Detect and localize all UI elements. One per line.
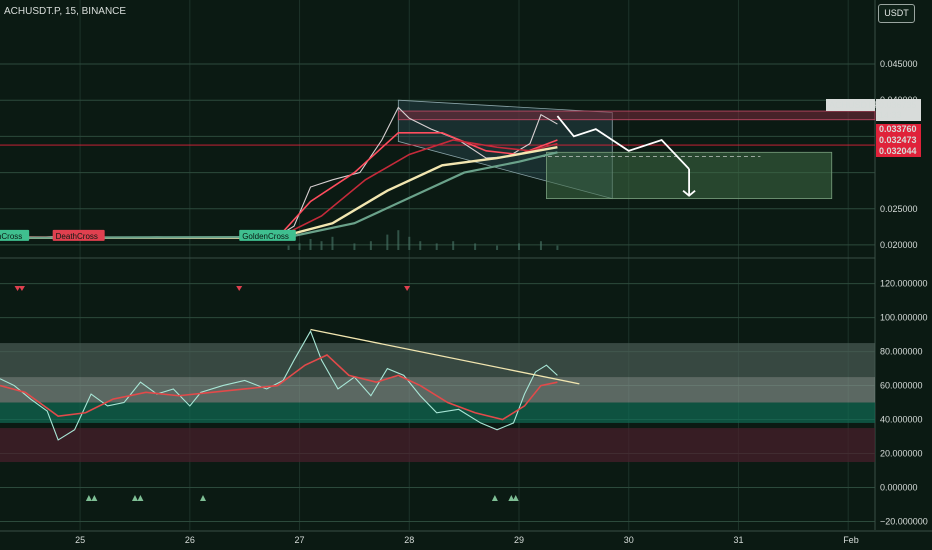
bearish-marker [236,286,243,291]
price-tag: 0.032044 [876,146,921,157]
bullish-marker [512,495,519,501]
price-line [0,131,558,239]
price-tag-value: 0.033760 [879,124,917,134]
bullish-marker [131,495,138,501]
oscillator-line [0,329,558,441]
oscillator-line [0,354,558,421]
volume-bar [369,241,372,250]
volume-bar [435,243,438,250]
oscillator-tick-label: 20.000000 [880,449,923,459]
time-tick-label: 30 [624,535,634,545]
volume-bar [331,236,334,250]
price-annotations: GoldenCross DeathCross GoldenCross [0,115,696,241]
time-tick-label: 27 [295,535,305,545]
time-tick-label: 31 [733,535,743,545]
current-price: 0.036735 [879,100,917,110]
volume-bar [298,243,301,250]
bullish-marker [85,495,92,501]
signal-tag: DeathCross [52,229,105,241]
bullish-marker [137,495,144,501]
bearish-marker [18,286,25,291]
time-tick-label: 26 [185,535,195,545]
oscillator-tick-label: 100.000000 [880,313,928,323]
volume-bar [397,230,400,250]
bullish-marker [91,495,98,501]
oscillator-tick-label: 40.000000 [880,415,923,425]
time-tick-label: 28 [404,535,414,545]
volume-bar [287,245,290,250]
price-tick-label: 0.045000 [880,59,918,69]
signal-label: DeathCross [56,232,98,241]
oscillator-tick-label: 80.000000 [880,347,923,357]
signal-label: GoldenCross [242,232,289,241]
oscillator-band [0,428,875,463]
oscillator-series [0,328,580,441]
volume-bar [309,239,312,250]
price-tag: 0.033760 [876,124,921,135]
signal-label: GoldenCross [0,232,22,241]
volume-bar [518,243,521,250]
volume-bar [496,245,499,250]
signal-tag: GoldenCross [239,229,296,241]
price-tag: 0.032473 [876,135,921,146]
volume-bar [539,241,542,250]
volume-bar [452,241,455,250]
price-tag-value: 0.032044 [879,146,917,156]
bullish-marker [199,495,206,501]
time-tick-label: 29 [514,535,524,545]
resistance-zone [397,110,876,121]
price-axis[interactable]: 0.0450000.0400000.0250000.020000120.0000… [826,59,928,527]
projection-path [556,115,690,170]
chart-title: ACHUSDT.P, 15, BINANCE [4,6,126,17]
oscillator-trendline [310,328,580,385]
oscillator-tick-label: 120.000000 [880,279,928,289]
price-tick-label: 0.025000 [880,204,918,214]
bullish-marker [508,495,515,501]
volume-bar [556,245,559,250]
oscillator-tick-label: −20.000000 [880,517,928,527]
oscillator-band [0,377,875,403]
volume-bar [408,236,411,250]
volume-bar [386,234,389,250]
ticker-label: ACHUSDT.P [829,100,880,110]
time-tick-label: Feb [843,535,859,545]
signal-tag: GoldenCross [0,229,30,241]
oscillator-tick-label: 0.000000 [880,483,918,493]
countdown: 14:33 [879,110,902,120]
oscillator-band [0,343,875,378]
volume-bar [353,243,356,250]
price-tag-value: 0.032473 [879,135,917,145]
bearish-marker [404,286,411,291]
bullish-marker [491,495,498,501]
oscillator-bands [0,343,875,463]
volume-bar [419,241,422,250]
oscillator-tick-label: 60.000000 [880,381,923,391]
signal-markers [14,286,519,501]
time-tick-label: 25 [75,535,85,545]
time-axis[interactable]: 25 26 27 28 29 30 31 Feb [0,530,932,545]
bearish-marker [14,286,21,291]
volume-bar [320,241,323,250]
price-tick-label: 0.020000 [880,240,918,250]
projection-arrowhead [682,189,696,197]
volume-bar [474,243,477,250]
currency-selector[interactable]: USDT [878,4,915,23]
